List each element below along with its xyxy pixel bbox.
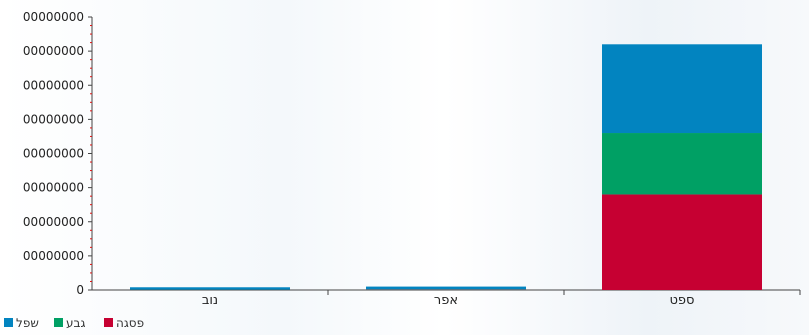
legend-label: גבע xyxy=(66,316,85,330)
bar-segment xyxy=(366,286,526,290)
y-tick-label: 00000000 xyxy=(23,78,84,92)
legend-label: שפל xyxy=(16,316,39,330)
bar-segment xyxy=(602,133,762,195)
y-tick-label: 00000000 xyxy=(23,181,84,195)
y-tick-label: 00000000 xyxy=(23,215,84,229)
x-category-label: נוב xyxy=(202,293,218,308)
legend-swatch xyxy=(4,318,13,327)
bar-segment xyxy=(602,44,762,134)
legend-swatch xyxy=(104,318,113,327)
x-category-label: ספט xyxy=(670,293,695,308)
y-tick-label: 00000000 xyxy=(23,10,84,24)
y-tick-label: 00000000 xyxy=(23,147,84,161)
y-tick-label: 00000000 xyxy=(23,44,84,58)
legend-label: פסגה xyxy=(116,316,144,330)
bar-segment xyxy=(602,194,762,290)
bar-segment xyxy=(130,287,290,290)
y-tick-label: 0 xyxy=(76,283,84,297)
y-tick-label: 00000000 xyxy=(23,249,84,263)
x-category-label: אפר xyxy=(434,293,458,308)
y-tick-label: 00000000 xyxy=(23,112,84,126)
legend-swatch xyxy=(54,318,63,327)
